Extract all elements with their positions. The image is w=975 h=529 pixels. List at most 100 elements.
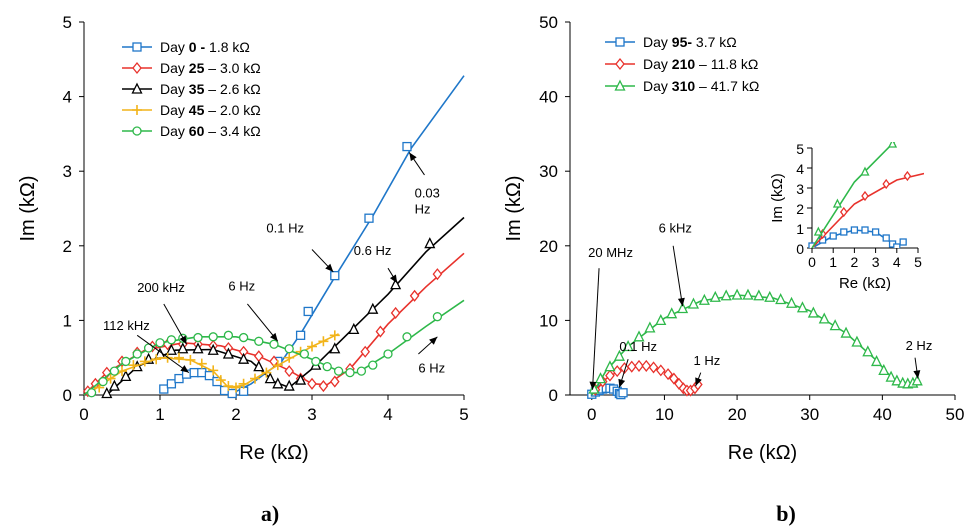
series-0-point xyxy=(850,226,859,234)
legend-value: – 3.0 kΩ xyxy=(204,60,260,76)
annotation-6: 6 Hz xyxy=(418,336,445,376)
series-2-point xyxy=(207,343,219,355)
legend-value: 1.8 kΩ xyxy=(205,39,250,55)
y-tick-label: 0 xyxy=(549,386,558,405)
series-4-point xyxy=(132,349,142,359)
series-2-point xyxy=(424,237,436,249)
annotation-6-label: 6 Hz xyxy=(418,361,445,376)
series-0-point xyxy=(197,367,207,378)
series-3-point xyxy=(329,330,340,341)
series-4-point xyxy=(109,366,120,376)
series-2-point xyxy=(677,302,689,314)
series-3-point xyxy=(231,382,241,393)
series-2-point xyxy=(946,88,953,95)
series-2-point xyxy=(753,289,765,301)
series-2-point xyxy=(818,312,830,324)
series-4 xyxy=(83,299,465,398)
series-1-point xyxy=(253,350,264,363)
legend-item-3: Day 45 – 2.0 kΩ xyxy=(122,102,261,118)
series-2-point xyxy=(108,379,120,391)
series-4-point xyxy=(155,338,165,348)
series-2-point xyxy=(731,288,743,300)
series-0-point xyxy=(829,232,837,240)
annotation-6-arrow xyxy=(418,336,438,355)
series-4-point xyxy=(311,356,321,367)
legend-marker xyxy=(614,79,626,91)
x-tick-label: 50 xyxy=(946,405,965,424)
annotation-2: 0.1 Hz xyxy=(618,339,657,388)
x-tick-label: 4 xyxy=(893,254,901,270)
y-tick-label: 1 xyxy=(796,221,804,237)
series-4-point xyxy=(322,362,332,372)
series-2-point xyxy=(742,288,754,300)
series-2-point xyxy=(165,343,177,355)
series-3-point xyxy=(223,381,234,392)
series-4-point xyxy=(402,332,412,342)
series-2-point xyxy=(885,370,897,382)
series-2-point xyxy=(829,319,841,331)
legend-day-number: 25 xyxy=(189,60,205,76)
series-1-point xyxy=(861,190,869,202)
annotation-2-arrow xyxy=(618,359,629,388)
series-3-point xyxy=(139,356,150,367)
series-2-point xyxy=(329,342,341,354)
annotation-5-arrow-head xyxy=(180,365,189,373)
series-0-point xyxy=(204,370,215,381)
series-0-point xyxy=(893,243,901,248)
series-4-point xyxy=(254,336,264,346)
legend-item-0: Day 0 - 1.8 kΩ xyxy=(122,39,250,55)
series-2-point xyxy=(862,345,874,357)
series-3-point xyxy=(284,352,295,363)
series-3-point xyxy=(128,360,139,371)
x-tick-label: 40 xyxy=(873,405,892,424)
series-3 xyxy=(91,330,340,393)
series-2-point xyxy=(622,340,634,352)
y-tick-label: 40 xyxy=(539,88,558,107)
annotation-4-arrow-head xyxy=(270,332,278,342)
series-2-point xyxy=(764,290,776,302)
annotation-5-arrow xyxy=(136,334,190,374)
annotation-3-arrow xyxy=(695,372,702,387)
series-2-point xyxy=(238,352,250,364)
annotation-1: 0.1 Hz xyxy=(266,220,334,273)
series-1-point xyxy=(655,364,666,377)
annotation-2-arrow-head xyxy=(618,378,626,388)
legend-day: Day xyxy=(160,81,189,97)
series-2 xyxy=(811,88,953,248)
y-tick-label: 2 xyxy=(63,237,72,256)
legend-label: Day 95- 3.7 kΩ xyxy=(643,34,737,50)
series-0-point xyxy=(166,379,177,389)
y-tick-label: 5 xyxy=(796,141,804,157)
series-4-point xyxy=(223,330,234,340)
series-2-point xyxy=(878,363,890,376)
legend-marker xyxy=(615,37,625,47)
legend-day: Day xyxy=(160,123,189,139)
series-4-point xyxy=(368,360,378,370)
series-3-point xyxy=(238,378,249,389)
legend-day: Day xyxy=(643,34,672,50)
series-2-point xyxy=(888,142,898,148)
series-0-point xyxy=(219,385,230,396)
y-tick-label: 4 xyxy=(63,88,72,107)
annotation-0-label: 20 MHz xyxy=(588,245,633,260)
annotation-4-arrow-head xyxy=(913,370,921,379)
series-1-point xyxy=(329,375,340,388)
series-2-point xyxy=(840,326,852,338)
x-tick-label: 20 xyxy=(728,405,747,424)
x-tick-label: 5 xyxy=(459,405,468,424)
series-1-fit-line xyxy=(811,172,924,248)
series-1-point xyxy=(839,206,848,218)
y-tick-label: 4 xyxy=(796,161,804,177)
y-tick-label: 5 xyxy=(63,13,72,32)
series-2-point xyxy=(851,335,863,347)
series-4-point xyxy=(284,344,294,354)
legend-day-number: 35 xyxy=(189,81,205,97)
legend-marker xyxy=(132,105,142,115)
x-tick-label: 2 xyxy=(231,405,240,424)
series-1-point xyxy=(926,168,932,176)
annotation-1-arrow-head xyxy=(677,297,685,307)
annotation-3-label: 200 kHz xyxy=(137,280,185,295)
x-tick-label: 4 xyxy=(383,405,392,424)
series-2 xyxy=(588,288,923,396)
